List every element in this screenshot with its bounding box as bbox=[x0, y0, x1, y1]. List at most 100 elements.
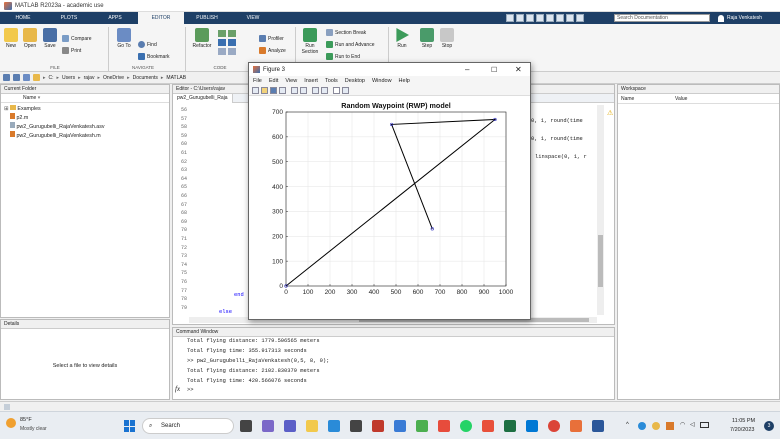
find-button[interactable]: Find bbox=[138, 40, 157, 49]
forward-arrow-icon[interactable] bbox=[13, 74, 20, 81]
insert-colorbar-icon[interactable] bbox=[300, 86, 307, 94]
stop-button[interactable]: Stop bbox=[438, 28, 456, 49]
warning-icon[interactable]: ⚠ bbox=[607, 110, 614, 117]
menu-edit[interactable]: Edit bbox=[268, 77, 279, 84]
grid-toggle-icon[interactable] bbox=[342, 86, 349, 94]
tab-view[interactable]: VIEW bbox=[246, 15, 260, 21]
current-folder-header[interactable]: Name ▾ bbox=[1, 94, 169, 103]
clock-date[interactable]: 7/20/2023 bbox=[730, 427, 755, 433]
menu-tools[interactable]: Tools bbox=[324, 77, 338, 84]
function-fx-icon[interactable]: fx bbox=[175, 385, 181, 393]
analyze-button[interactable]: Analyze bbox=[259, 46, 286, 55]
breadcrumb-rajav[interactable]: rajav bbox=[83, 74, 95, 81]
user-name[interactable]: Raja Venkatesh bbox=[727, 15, 763, 21]
tab-plots[interactable]: PLOTS bbox=[60, 15, 78, 21]
step-button[interactable]: Step bbox=[418, 28, 436, 49]
cut-quick-icon[interactable] bbox=[516, 14, 524, 22]
editor-file-tab[interactable]: pw2_Gurugubelli_Raja bbox=[173, 94, 233, 103]
tray-matlab-icon[interactable] bbox=[666, 422, 674, 430]
command-window[interactable]: Command Window Total flying distance: 17… bbox=[172, 327, 615, 400]
workspace-value-header[interactable]: Value bbox=[675, 96, 688, 102]
breadcrumb-c[interactable]: C: bbox=[48, 74, 54, 81]
chevron-up-icon[interactable]: ^ bbox=[626, 422, 629, 428]
chrome-icon[interactable] bbox=[548, 420, 560, 432]
task-view-icon[interactable] bbox=[240, 420, 252, 432]
outdent-icon[interactable] bbox=[228, 39, 236, 46]
office-icon[interactable] bbox=[372, 420, 384, 432]
up-folder-icon[interactable] bbox=[23, 74, 30, 81]
user-menu[interactable]: Raja Venkatesh bbox=[718, 13, 762, 23]
app-icon-green[interactable] bbox=[416, 420, 428, 432]
store-icon[interactable] bbox=[350, 420, 362, 432]
name-column-header[interactable]: Name bbox=[23, 95, 37, 101]
breadcrumb-users[interactable]: Users bbox=[62, 74, 76, 81]
menu-desktop[interactable]: Desktop bbox=[344, 77, 365, 84]
list-item[interactable]: ⊞ Examples bbox=[4, 105, 41, 112]
command-prompt[interactable]: >> bbox=[187, 387, 194, 393]
vscode-icon[interactable] bbox=[526, 420, 538, 432]
breadcrumb-documents[interactable]: Documents bbox=[132, 74, 158, 81]
tray-app-icon[interactable] bbox=[652, 422, 660, 430]
comment-icon[interactable] bbox=[218, 30, 226, 37]
goto-button[interactable]: Go To bbox=[113, 28, 135, 49]
file-explorer-icon[interactable] bbox=[306, 420, 318, 432]
save-button[interactable]: Save bbox=[41, 28, 59, 49]
undo-quick-icon[interactable] bbox=[546, 14, 554, 22]
compare-button[interactable]: Compare bbox=[62, 34, 92, 43]
open-file-icon[interactable] bbox=[261, 86, 268, 94]
maximize-icon[interactable]: ☐ bbox=[491, 66, 498, 74]
run-and-advance-button[interactable]: Run and Advance bbox=[326, 40, 374, 49]
smart-indent-icon[interactable] bbox=[228, 48, 236, 55]
layout-quick-icon[interactable] bbox=[576, 14, 584, 22]
new-button[interactable]: New bbox=[3, 28, 19, 49]
copy-quick-icon[interactable] bbox=[526, 14, 534, 22]
back-arrow-icon[interactable] bbox=[3, 74, 10, 81]
print-button[interactable]: Print bbox=[62, 46, 81, 55]
run-section-button[interactable]: Run Section bbox=[298, 28, 322, 55]
teams-icon[interactable] bbox=[284, 420, 296, 432]
menu-view[interactable]: View bbox=[285, 77, 298, 84]
app-icon-red[interactable] bbox=[438, 420, 450, 432]
run-button[interactable]: Run bbox=[392, 28, 412, 49]
breadcrumb-onedrive[interactable]: OneDrive bbox=[102, 74, 125, 81]
open-button[interactable]: Open bbox=[21, 28, 39, 49]
breadcrumb-matlab[interactable]: MATLAB bbox=[166, 74, 187, 81]
onedrive-icon[interactable] bbox=[638, 422, 646, 430]
print-figure-icon[interactable] bbox=[279, 86, 286, 94]
save-quick-icon[interactable] bbox=[506, 14, 514, 22]
section-break-button[interactable]: Section Break bbox=[326, 28, 366, 37]
clock-time[interactable]: 11:05 PM bbox=[732, 418, 756, 424]
tab-apps[interactable]: APPS bbox=[108, 15, 122, 21]
battery-icon[interactable] bbox=[700, 422, 709, 428]
wifi-icon[interactable]: ◠ bbox=[680, 422, 686, 428]
workspace-name-header[interactable]: Name bbox=[621, 96, 635, 102]
chat-icon[interactable] bbox=[262, 420, 274, 432]
close-icon[interactable]: ✕ bbox=[515, 65, 522, 74]
excel-icon[interactable] bbox=[504, 420, 516, 432]
browse-folder-icon[interactable] bbox=[33, 74, 40, 81]
search-documentation-input[interactable]: Search Documentation bbox=[614, 14, 710, 22]
notification-badge[interactable]: 3 bbox=[764, 421, 774, 431]
wrap-icon[interactable] bbox=[218, 48, 226, 55]
weather-temp[interactable]: 85°F bbox=[20, 417, 32, 423]
uncomment-icon[interactable] bbox=[218, 39, 226, 46]
outlook-icon[interactable] bbox=[592, 420, 604, 432]
menu-insert[interactable]: Insert bbox=[304, 77, 318, 84]
list-item[interactable]: pw2_Gurugubelli_RajaVenkatesh.asv bbox=[4, 122, 169, 131]
matlab-taskbar-icon[interactable] bbox=[570, 420, 582, 432]
notification-bell-icon[interactable] bbox=[718, 14, 724, 22]
word-icon[interactable] bbox=[394, 420, 406, 432]
taskbar-search-input[interactable]: ⌕ Search bbox=[142, 418, 234, 434]
scrollbar-thumb[interactable] bbox=[598, 235, 603, 287]
profiler-button[interactable]: Profiler bbox=[259, 34, 284, 43]
list-item[interactable]: p2.m bbox=[4, 113, 169, 122]
insert-legend-icon[interactable] bbox=[312, 86, 319, 94]
new-figure-icon[interactable] bbox=[252, 86, 259, 94]
indent-icon[interactable] bbox=[228, 30, 236, 37]
redo-quick-icon[interactable] bbox=[556, 14, 564, 22]
paste-quick-icon[interactable] bbox=[536, 14, 544, 22]
menu-help[interactable]: Help bbox=[398, 77, 410, 84]
volume-icon[interactable]: ◁ bbox=[690, 422, 695, 428]
edge-icon[interactable] bbox=[328, 420, 340, 432]
weather-desc[interactable]: Mostly clear bbox=[20, 426, 47, 432]
